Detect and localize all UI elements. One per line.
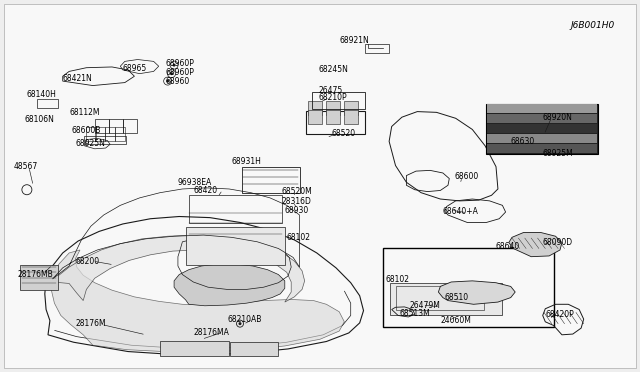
Text: 68640: 68640 xyxy=(496,242,520,251)
Polygon shape xyxy=(509,232,562,257)
Text: 68090D: 68090D xyxy=(543,238,573,247)
Text: 68925N: 68925N xyxy=(76,139,106,148)
Text: 68210AB: 68210AB xyxy=(227,315,262,324)
Text: J6B001H0: J6B001H0 xyxy=(571,21,615,30)
FancyBboxPatch shape xyxy=(344,100,358,115)
Text: 68960P: 68960P xyxy=(165,60,194,68)
Text: 68640+A: 68640+A xyxy=(443,207,479,216)
Text: 68965: 68965 xyxy=(123,64,147,73)
Polygon shape xyxy=(52,235,305,302)
Text: 68510: 68510 xyxy=(445,293,469,302)
Text: 28316D: 28316D xyxy=(282,197,312,206)
FancyBboxPatch shape xyxy=(326,100,340,115)
FancyBboxPatch shape xyxy=(308,100,323,115)
FancyBboxPatch shape xyxy=(308,109,323,124)
Text: 48567: 48567 xyxy=(14,162,38,171)
Text: 68960: 68960 xyxy=(165,77,189,86)
Circle shape xyxy=(173,64,175,67)
Text: 28176M: 28176M xyxy=(76,319,106,328)
Text: 68600: 68600 xyxy=(454,172,479,181)
Text: 68925M: 68925M xyxy=(543,149,573,158)
FancyBboxPatch shape xyxy=(488,144,597,153)
Text: 26475: 26475 xyxy=(319,86,343,94)
Text: 68630: 68630 xyxy=(511,137,535,146)
FancyBboxPatch shape xyxy=(390,283,502,315)
FancyBboxPatch shape xyxy=(160,341,229,356)
Text: 28176MA: 28176MA xyxy=(193,328,229,337)
Text: 68421N: 68421N xyxy=(63,74,92,83)
FancyBboxPatch shape xyxy=(488,114,597,123)
Text: 96938EA: 96938EA xyxy=(178,178,212,187)
FancyBboxPatch shape xyxy=(486,104,598,154)
Circle shape xyxy=(170,72,173,75)
Text: 68102: 68102 xyxy=(287,233,311,242)
Text: 68931H: 68931H xyxy=(232,157,262,166)
Polygon shape xyxy=(174,264,285,306)
FancyBboxPatch shape xyxy=(488,124,597,133)
Text: 68245N: 68245N xyxy=(319,65,349,74)
Text: 68106N: 68106N xyxy=(24,115,54,124)
FancyBboxPatch shape xyxy=(4,4,636,368)
Text: 68520: 68520 xyxy=(332,129,356,138)
Text: 26479M: 26479M xyxy=(410,301,440,310)
FancyBboxPatch shape xyxy=(344,109,358,124)
Text: 24060M: 24060M xyxy=(440,316,471,325)
Text: 68140H: 68140H xyxy=(27,90,57,99)
Text: 68112M: 68112M xyxy=(69,108,100,117)
Text: 68513M: 68513M xyxy=(400,309,431,318)
Text: 68520M: 68520M xyxy=(282,187,312,196)
Text: 68921N: 68921N xyxy=(339,36,369,45)
Text: 68920N: 68920N xyxy=(543,113,573,122)
FancyBboxPatch shape xyxy=(230,342,278,356)
Polygon shape xyxy=(51,250,344,353)
Text: 68600B: 68600B xyxy=(72,126,101,135)
FancyBboxPatch shape xyxy=(326,109,340,124)
Text: 68200: 68200 xyxy=(76,257,100,266)
Text: 68420: 68420 xyxy=(193,186,218,195)
Text: 68420P: 68420P xyxy=(545,310,574,319)
Text: 28176MB: 28176MB xyxy=(18,270,54,279)
FancyBboxPatch shape xyxy=(186,227,285,265)
Text: 68102: 68102 xyxy=(385,275,410,284)
Text: 68960P: 68960P xyxy=(165,68,194,77)
FancyBboxPatch shape xyxy=(488,104,597,113)
Polygon shape xyxy=(438,281,515,304)
FancyBboxPatch shape xyxy=(20,265,58,290)
Circle shape xyxy=(239,322,241,325)
Circle shape xyxy=(166,80,169,83)
Text: 68930: 68930 xyxy=(285,206,309,215)
FancyBboxPatch shape xyxy=(488,134,597,143)
Text: 68210P: 68210P xyxy=(319,93,348,102)
